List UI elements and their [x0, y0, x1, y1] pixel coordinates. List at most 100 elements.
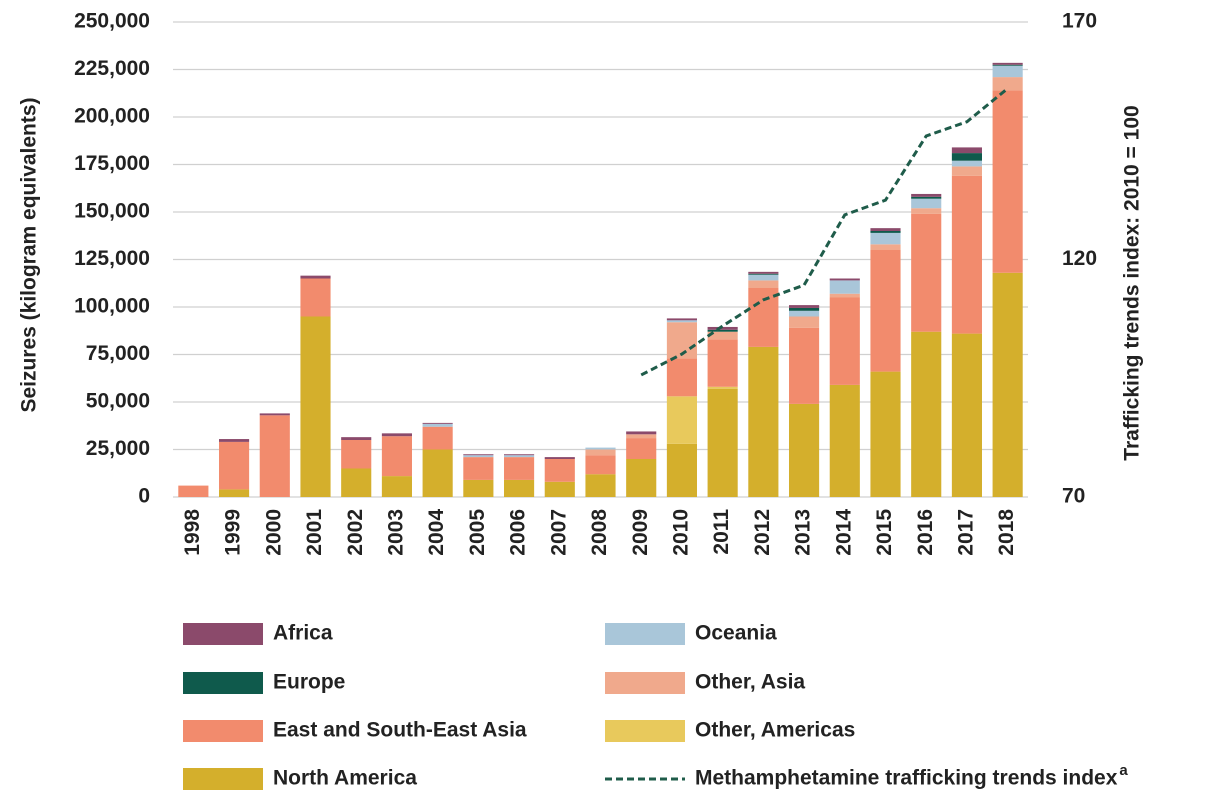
legend-swatch: [183, 623, 263, 645]
legend-label: Other, Americas: [695, 719, 855, 742]
bar-segment: [951, 166, 982, 176]
bar-segment: [829, 278, 860, 281]
bar-segment: [381, 436, 412, 477]
bar-segment: [300, 275, 331, 279]
bar-segment: [504, 454, 535, 456]
bar-segment: [870, 232, 901, 245]
x-tick-label: 2008: [588, 509, 611, 556]
bar-segment: [666, 396, 697, 444]
x-tick-label: 2003: [384, 509, 407, 556]
bar-segment: [463, 457, 494, 480]
bar-segment: [951, 153, 982, 161]
bar-segment: [829, 384, 860, 497]
bar-segment: [626, 459, 657, 497]
bar-segment: [789, 305, 820, 308]
bar-segment: [422, 423, 453, 427]
bar-segment: [789, 316, 820, 328]
bar-segment: [992, 64, 1023, 66]
y-tick-label: 50,000: [86, 390, 150, 413]
bar-segment: [911, 193, 942, 197]
bar-segment: [707, 386, 738, 389]
bar-segment: [951, 147, 982, 154]
bar-segment: [422, 449, 453, 497]
x-tick-label: 2015: [873, 509, 896, 556]
bar-segment: [992, 65, 1023, 78]
x-tick-label: 2012: [751, 509, 774, 556]
bar-segment: [748, 346, 779, 497]
bar-segment: [707, 326, 738, 330]
bar-segment: [951, 175, 982, 334]
bar-segment: [911, 196, 942, 199]
bar-segment: [463, 455, 494, 458]
bar-segment: [789, 307, 820, 311]
y-tick-label: 225,000: [74, 57, 150, 80]
y-tick-label: 175,000: [74, 152, 150, 175]
bar-segment: [666, 443, 697, 497]
bar-segment: [992, 90, 1023, 273]
y-tick-label: 75,000: [86, 342, 150, 365]
bar-segment: [707, 329, 738, 332]
bar-segment: [422, 422, 453, 424]
x-tick-label: 2001: [303, 509, 326, 556]
y-tick-label: 0: [138, 485, 150, 508]
legend-label: East and South-East Asia: [273, 719, 527, 742]
x-tick-label: 2011: [710, 509, 733, 555]
legend-label: Methamphetamine trafficking trends index: [695, 767, 1118, 790]
bar-segment: [463, 454, 494, 456]
bar-segment: [829, 297, 860, 385]
bar-segment: [951, 160, 982, 167]
bar-segment: [748, 273, 779, 275]
bar-segment: [870, 250, 901, 372]
x-tick-label: 2009: [629, 509, 652, 556]
bar-segment: [707, 331, 738, 340]
bar-segment: [300, 316, 331, 497]
bar-segment: [748, 280, 779, 288]
x-tick-label: 2014: [832, 509, 855, 556]
bar-segment: [585, 447, 616, 450]
x-tick-label: 2000: [262, 509, 285, 556]
x-tick-label: 2004: [425, 509, 448, 556]
bar-segment: [381, 476, 412, 497]
bar-segment: [626, 431, 657, 435]
legend-swatch: [183, 672, 263, 694]
y-axis-label: Seizures (kilogram equivalents): [18, 97, 41, 412]
bar-segment: [870, 371, 901, 497]
x-tick-label: 2017: [954, 509, 977, 556]
bar-segment: [341, 437, 372, 440]
x-tick-label: 1999: [222, 509, 245, 556]
bar-segment: [544, 457, 575, 459]
legend-swatch: [605, 672, 685, 694]
bar-segment: [992, 77, 1023, 91]
bar-segment: [422, 426, 453, 450]
legend-label: Oceania: [695, 622, 777, 645]
bar-segment: [789, 403, 820, 497]
bar-segment: [626, 438, 657, 459]
y2-tick-label: 170: [1062, 10, 1097, 33]
bar-segment: [951, 333, 982, 497]
bar-segment: [585, 449, 616, 456]
x-tick-label: 2007: [547, 509, 570, 556]
bar-segment: [178, 485, 209, 497]
bar-segment: [544, 481, 575, 497]
bar-segment: [219, 441, 250, 490]
bar-segment: [870, 244, 901, 250]
y-tick-label: 25,000: [86, 437, 150, 460]
y-tick-label: 150,000: [74, 200, 150, 223]
legend-label: Africa: [273, 622, 333, 645]
bar-segment: [911, 331, 942, 497]
bar-segment: [259, 413, 290, 416]
x-tick-label: 2018: [995, 509, 1018, 556]
bar-segment: [219, 439, 250, 442]
bar-segment: [504, 455, 535, 458]
legend-label: North America: [273, 767, 417, 790]
legend-label: Other, Asia: [695, 671, 805, 694]
bar-segment: [829, 293, 860, 298]
y2-axis-label: Trafficking trends index: 2010 = 100: [1121, 105, 1144, 460]
bar-segment: [300, 278, 331, 317]
legend-swatch: [183, 720, 263, 742]
bar-segment: [829, 280, 860, 294]
bar-segment: [911, 198, 942, 209]
bar-segment: [585, 455, 616, 475]
bar-segment: [911, 213, 942, 332]
legend-note: a: [1119, 762, 1128, 779]
